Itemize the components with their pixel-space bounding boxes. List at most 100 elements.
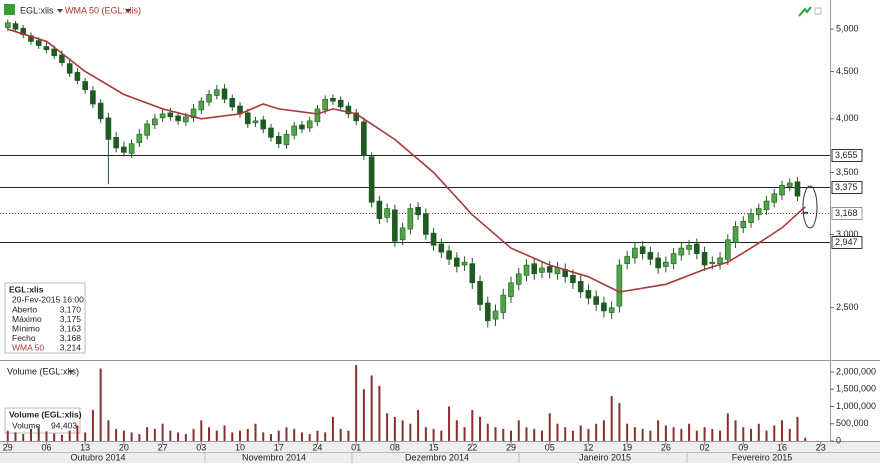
volume-bar (564, 427, 567, 441)
x-tick-label: 27 (158, 442, 168, 452)
level-label-box (831, 149, 863, 162)
volume-bar (432, 428, 435, 441)
candle-body (136, 133, 143, 143)
volume-bar (664, 425, 667, 441)
candle-body (779, 185, 785, 196)
volume-bar (765, 430, 768, 441)
candle-body (59, 54, 65, 63)
info-row-name: Fecho (12, 333, 36, 343)
candle-body (90, 90, 96, 105)
dropdown-arrow[interactable] (68, 370, 74, 374)
candle-body (213, 89, 220, 96)
candle-body (252, 120, 259, 124)
volume-bar (448, 406, 451, 441)
volume-bar (285, 427, 288, 441)
trend-icon[interactable] (798, 6, 812, 17)
level-label: 2,947 (835, 237, 858, 247)
volume-bar (510, 430, 513, 441)
volume-bar (711, 428, 714, 441)
candle-body (353, 112, 359, 122)
x-tick-label: 03 (196, 442, 206, 452)
volume-bar (540, 430, 543, 441)
candle-body (121, 146, 127, 153)
candle-body (244, 112, 251, 125)
volume-bar (804, 437, 807, 441)
candle-body (593, 296, 599, 305)
volume-bar (45, 431, 48, 441)
candle-body (446, 250, 452, 260)
x-tick-label: 26 (661, 442, 671, 452)
pane-button[interactable] (814, 7, 822, 15)
x-tick-label: 10 (235, 442, 245, 452)
candle-body (724, 239, 731, 260)
candle-body (128, 143, 135, 154)
dropdown-arrow[interactable] (125, 9, 131, 13)
candle-body (794, 181, 801, 197)
volume-bar (602, 420, 605, 441)
candle-body (500, 294, 507, 313)
candle-body (399, 227, 406, 241)
candle-body (461, 261, 468, 266)
volume-bar (471, 409, 474, 441)
header-indicator[interactable]: WMA 50 (EGL:xlis) (65, 5, 141, 15)
volume-bar (184, 434, 187, 441)
volume-bar (115, 428, 118, 441)
volume-bar (53, 433, 56, 441)
candle-body (275, 135, 282, 145)
volume-bar (107, 420, 110, 441)
candle-body (430, 232, 437, 246)
header-symbol[interactable]: EGL:xlis (20, 5, 54, 15)
x-tick-label: 19 (622, 442, 632, 452)
candle-body (113, 137, 119, 149)
candle-body (678, 247, 685, 256)
candle-body (546, 266, 553, 273)
candle-body (539, 267, 545, 273)
info-row-value: 3,214 (60, 342, 82, 352)
volume-bar (293, 428, 296, 441)
candle-body (74, 72, 81, 81)
candle-body (554, 267, 561, 275)
candle-body (43, 46, 50, 51)
volume-bar (22, 434, 25, 441)
volume-bar (146, 427, 149, 441)
volume-bar (355, 365, 358, 441)
volume-bar (300, 432, 303, 441)
last-price-box (831, 207, 863, 220)
candle-body (330, 97, 336, 102)
candle-body (748, 213, 754, 223)
dropdown-arrow[interactable] (57, 9, 63, 13)
volume-bar (502, 428, 505, 441)
candle-body (35, 40, 42, 46)
candle-body (655, 257, 661, 269)
y-tick-label: 4,000 (836, 113, 859, 123)
candle-body (12, 23, 19, 30)
volume-y-tick-label: 0 (836, 435, 841, 445)
volume-y-tick-label: 2,000,000 (836, 366, 876, 376)
candle-body (4, 22, 11, 28)
volume-bar (370, 375, 373, 441)
candle-body (337, 99, 344, 108)
volume-bar (726, 413, 729, 441)
candle-body (28, 35, 34, 42)
y-tick-label: 3,500 (836, 167, 859, 177)
symbol-icon[interactable] (4, 4, 15, 15)
candle-body (167, 112, 174, 118)
volume-info-title: Volume (EGL:xlis) (9, 409, 82, 419)
x-tick-label: 20 (119, 442, 129, 452)
volume-bar (14, 432, 17, 441)
candle-body (477, 280, 483, 305)
candle-body (484, 302, 491, 322)
x-tick-label: 29 (3, 442, 13, 452)
volume-bar (486, 423, 489, 441)
candle-body (469, 263, 476, 284)
volume-bar (440, 430, 443, 441)
annotation-ellipse (802, 185, 818, 229)
volume-bar (517, 420, 520, 441)
volume-bar (479, 416, 482, 441)
volume-bar (703, 427, 706, 441)
candle-body (260, 119, 267, 130)
candle-body (786, 182, 793, 187)
y-tick-label: 4,500 (836, 66, 859, 76)
volume-bar (122, 430, 125, 441)
